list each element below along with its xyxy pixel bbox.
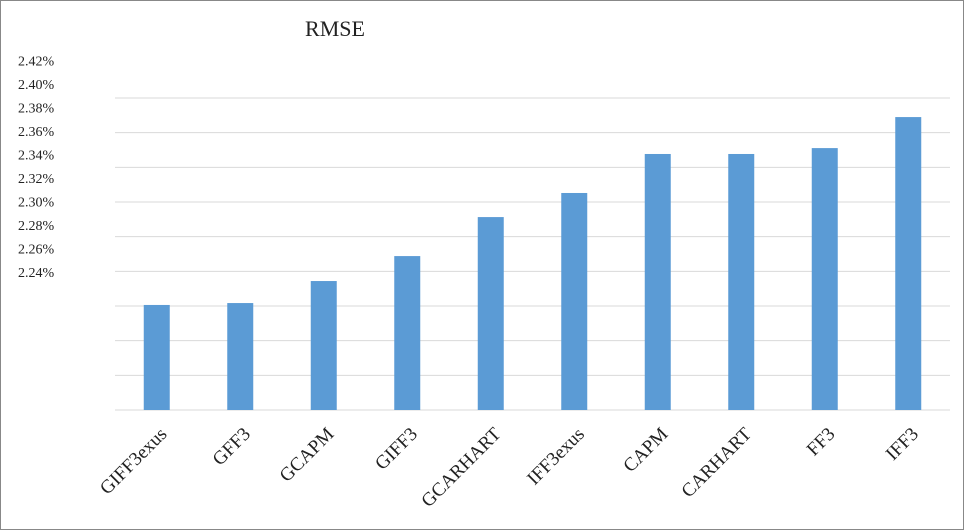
y-tick-label: 2.40% (18, 78, 55, 93)
bar (143, 304, 170, 410)
y-tick-label: 2.26% (18, 243, 55, 258)
bar (310, 281, 337, 410)
bar (227, 303, 254, 410)
bar (477, 217, 504, 410)
bar (895, 117, 922, 411)
bar (728, 153, 755, 410)
y-tick-label: 2.38% (18, 102, 55, 117)
chart-title: RMSE (305, 16, 365, 41)
y-tick-label: 2.24% (18, 266, 55, 281)
y-tick-label: 2.36% (18, 125, 55, 140)
bar (644, 153, 671, 410)
y-tick-label: 2.32% (18, 172, 55, 187)
y-tick-label: 2.28% (18, 219, 55, 234)
bar (394, 256, 421, 410)
y-tick-label: 2.30% (18, 196, 55, 211)
bar (561, 192, 588, 410)
bar (811, 148, 838, 411)
y-tick-label: 2.42% (18, 55, 55, 70)
y-tick-label: 2.34% (18, 149, 55, 164)
